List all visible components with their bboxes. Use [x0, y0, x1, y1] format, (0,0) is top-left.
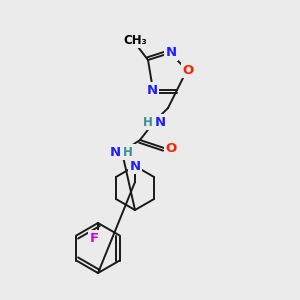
- Text: H: H: [123, 146, 133, 158]
- Text: N: N: [113, 146, 124, 158]
- Text: N: N: [110, 146, 121, 158]
- Text: N: N: [155, 116, 166, 128]
- Text: N: N: [146, 83, 158, 97]
- Text: O: O: [165, 142, 177, 154]
- Text: H: H: [125, 146, 135, 158]
- Text: CH₃: CH₃: [123, 34, 147, 46]
- Text: N: N: [129, 160, 141, 172]
- Text: H: H: [142, 116, 152, 128]
- Text: F: F: [89, 232, 99, 244]
- Text: N: N: [165, 46, 177, 59]
- Text: N: N: [152, 116, 163, 128]
- Text: H: H: [143, 116, 153, 128]
- Text: O: O: [182, 64, 194, 76]
